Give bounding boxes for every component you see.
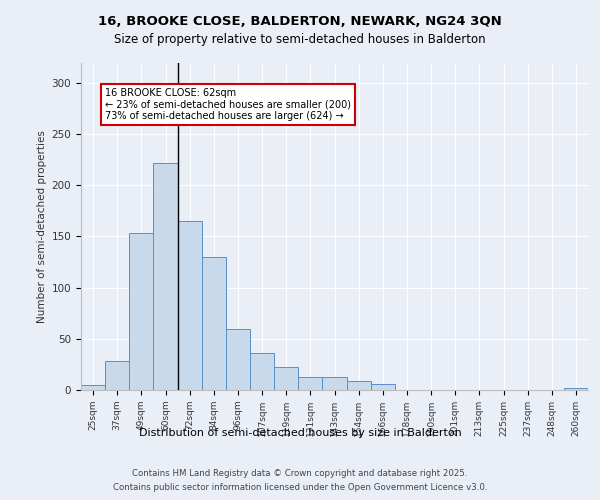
Bar <box>347 381 371 390</box>
Y-axis label: Number of semi-detached properties: Number of semi-detached properties <box>37 130 47 322</box>
Text: Contains HM Land Registry data © Crown copyright and database right 2025.: Contains HM Land Registry data © Crown c… <box>132 469 468 478</box>
Text: Size of property relative to semi-detached houses in Balderton: Size of property relative to semi-detach… <box>114 32 486 46</box>
Bar <box>564 388 588 390</box>
Bar <box>322 376 347 390</box>
Bar <box>298 376 322 390</box>
Bar <box>81 385 105 390</box>
Bar <box>226 328 250 390</box>
Bar <box>202 257 226 390</box>
Bar <box>250 353 274 390</box>
Text: Distribution of semi-detached houses by size in Balderton: Distribution of semi-detached houses by … <box>139 428 461 438</box>
Bar <box>105 362 129 390</box>
Bar <box>274 368 298 390</box>
Bar <box>178 221 202 390</box>
Bar <box>129 234 154 390</box>
Bar <box>371 384 395 390</box>
Text: 16 BROOKE CLOSE: 62sqm
← 23% of semi-detached houses are smaller (200)
73% of se: 16 BROOKE CLOSE: 62sqm ← 23% of semi-det… <box>105 88 351 122</box>
Bar <box>154 163 178 390</box>
Text: 16, BROOKE CLOSE, BALDERTON, NEWARK, NG24 3QN: 16, BROOKE CLOSE, BALDERTON, NEWARK, NG2… <box>98 15 502 28</box>
Text: Contains public sector information licensed under the Open Government Licence v3: Contains public sector information licen… <box>113 483 487 492</box>
